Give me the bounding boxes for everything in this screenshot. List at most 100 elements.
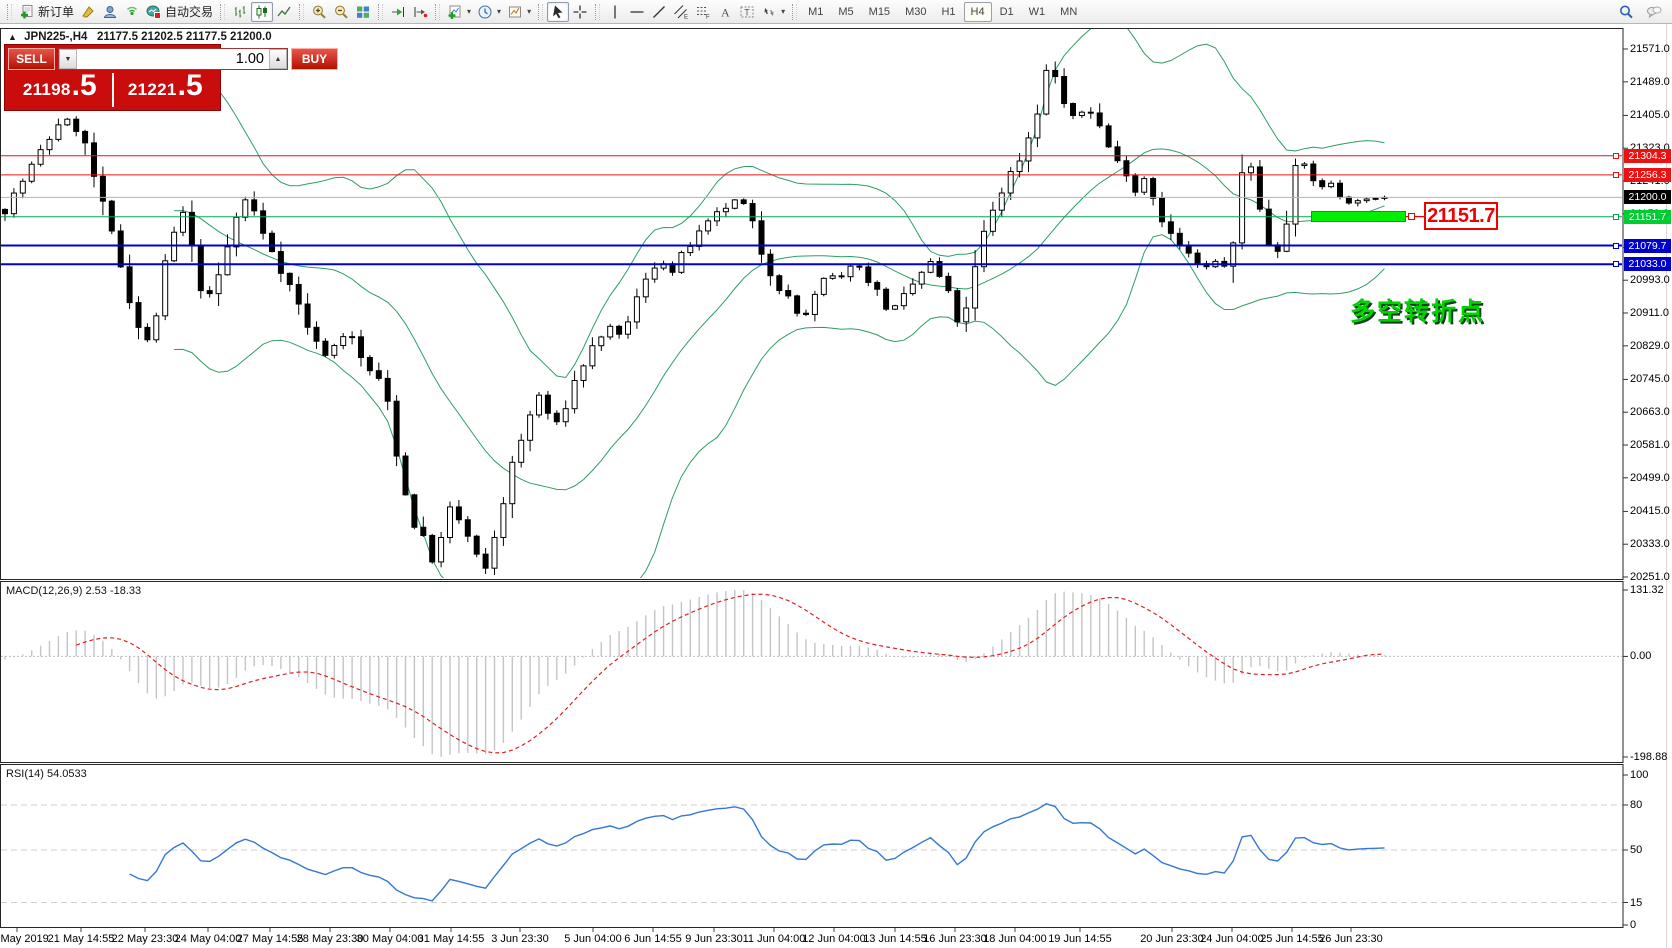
search-icon bbox=[1618, 4, 1634, 20]
zoom-in-icon bbox=[311, 4, 327, 20]
indicators-caret: ▾ bbox=[467, 7, 472, 16]
macd-axis-label: 131.32 bbox=[1630, 584, 1664, 596]
equidistant-channel-tool-button[interactable]: E bbox=[670, 2, 692, 22]
rsi-axis-label: 80 bbox=[1630, 799, 1643, 811]
level-connector-square bbox=[1613, 213, 1619, 220]
chart-shift-icon bbox=[412, 4, 428, 20]
template-icon bbox=[507, 4, 523, 20]
svg-text:F: F bbox=[706, 14, 710, 20]
cursor-icon bbox=[550, 4, 566, 20]
timeframe-button-m30[interactable]: M30 bbox=[898, 2, 933, 22]
volume-decrease-button[interactable]: ▼ bbox=[59, 49, 77, 69]
tile-windows-button[interactable] bbox=[352, 2, 374, 22]
price-level-label: 21033.0 bbox=[1624, 257, 1671, 272]
sell-price-fraction: .5 bbox=[71, 69, 97, 102]
zoom-in-button[interactable] bbox=[308, 2, 330, 22]
new-order-label: 新订单 bbox=[38, 5, 75, 19]
price-tick-label: 20663.0 bbox=[1630, 406, 1670, 419]
fibonacci-tool-button[interactable]: F bbox=[692, 2, 714, 22]
volume-increase-button[interactable]: ▲ bbox=[269, 49, 287, 69]
indicators-button[interactable]: ▾ bbox=[444, 2, 474, 22]
symbol-period-label: JPN225-,H4 bbox=[24, 31, 88, 43]
price-tick-label: 20829.0 bbox=[1630, 339, 1670, 352]
level-flag-box[interactable]: 21151.7 bbox=[1424, 202, 1498, 230]
buy-price-main: 21221 bbox=[127, 80, 177, 99]
line-chart-mode-button[interactable] bbox=[273, 2, 295, 22]
volume-input[interactable] bbox=[77, 49, 269, 69]
signal-button[interactable] bbox=[121, 2, 143, 22]
text-tool-button[interactable]: A bbox=[714, 2, 736, 22]
timeframe-button-h1[interactable]: H1 bbox=[934, 2, 962, 22]
periods-caret: ▾ bbox=[497, 7, 502, 16]
timeframe-button-mn[interactable]: MN bbox=[1053, 2, 1084, 22]
new-order-button[interactable]: 新订单 bbox=[16, 2, 77, 22]
toolbar-grip bbox=[220, 3, 226, 20]
toolbar-grip bbox=[595, 3, 601, 20]
profile-icon bbox=[102, 4, 118, 20]
trendline-tool-button[interactable] bbox=[648, 2, 670, 22]
timeframe-button-m5[interactable]: M5 bbox=[831, 2, 860, 22]
price-level-label: 21304.3 bbox=[1624, 148, 1671, 163]
periods-button[interactable]: ▾ bbox=[474, 2, 504, 22]
time-tick-label: 22 May 23:30 bbox=[111, 933, 179, 945]
tile-windows-icon bbox=[355, 4, 371, 20]
time-tick-label: 28 May 23:30 bbox=[296, 933, 364, 945]
zoom-out-button[interactable] bbox=[330, 2, 352, 22]
level-connector-square bbox=[1613, 152, 1619, 159]
turning-point-note[interactable]: 多空转折点 bbox=[1350, 298, 1486, 326]
time-tick-label: 25 Jun 14:55 bbox=[1260, 933, 1324, 945]
arrows-tool-button[interactable]: ▾ bbox=[758, 2, 788, 22]
horizontal-line-icon bbox=[629, 4, 645, 20]
collapse-panel-arrow[interactable]: ▲ bbox=[8, 32, 17, 42]
price-tick-label: 21405.0 bbox=[1630, 109, 1670, 122]
bar-chart-mode-button[interactable] bbox=[229, 2, 251, 22]
crosshair-tool-button[interactable] bbox=[569, 2, 591, 22]
toolbar-grip bbox=[299, 3, 305, 20]
macd-label: MACD(12,26,9) 2.53 -18.33 bbox=[6, 585, 142, 597]
timeframe-button-m1[interactable]: M1 bbox=[801, 2, 830, 22]
chat-button[interactable] bbox=[1643, 2, 1665, 22]
sell-price[interactable]: 21198 .5 bbox=[8, 69, 114, 107]
macd-axis-label: -198.88 bbox=[1630, 751, 1668, 763]
timeframe-button-h4[interactable]: H4 bbox=[963, 1, 992, 22]
candlestick-mode-button[interactable] bbox=[251, 1, 274, 22]
indicators-add-icon bbox=[447, 4, 463, 20]
toolbar-grip bbox=[7, 3, 12, 20]
toolbar-grip bbox=[792, 3, 798, 20]
templates-button[interactable]: ▾ bbox=[504, 2, 534, 22]
autotrading-button[interactable]: 自动交易 bbox=[143, 2, 216, 22]
community-profile-button[interactable] bbox=[99, 2, 121, 22]
bar-chart-icon bbox=[232, 4, 248, 20]
auto-scroll-button[interactable] bbox=[387, 2, 409, 22]
search-button[interactable] bbox=[1615, 2, 1637, 22]
timeframe-button-w1[interactable]: W1 bbox=[1022, 2, 1053, 22]
price-level-label: 21200.0 bbox=[1624, 190, 1671, 205]
horizontal-line-tool-button[interactable] bbox=[626, 2, 648, 22]
level-connector-square bbox=[1613, 242, 1619, 249]
level-flag-connector-line bbox=[1406, 216, 1424, 217]
time-tick-label: 20 Jun 23:30 bbox=[1140, 933, 1204, 945]
zoom-out-icon bbox=[333, 4, 349, 20]
toolbar-grip bbox=[378, 3, 384, 20]
price-tick-label: 21571.0 bbox=[1630, 43, 1670, 55]
buy-price[interactable]: 21221 .5 bbox=[114, 71, 218, 107]
price-tick-label: 20993.0 bbox=[1630, 274, 1670, 287]
timeframe-button-m15[interactable]: M15 bbox=[862, 2, 897, 22]
text-label-tool-button[interactable]: T bbox=[736, 2, 758, 22]
timeframe-button-d1[interactable]: D1 bbox=[993, 2, 1021, 22]
vertical-line-tool-button[interactable] bbox=[604, 2, 626, 22]
level-highlight-bar[interactable] bbox=[1311, 211, 1406, 222]
chart-shift-button[interactable] bbox=[409, 2, 431, 22]
sell-button[interactable]: SELL bbox=[8, 48, 55, 70]
fibonacci-icon: F bbox=[695, 4, 711, 20]
autotrading-icon bbox=[146, 4, 162, 20]
price-tick-label: 20499.0 bbox=[1630, 471, 1670, 484]
rsi-axis-label: 15 bbox=[1630, 896, 1643, 909]
cursor-tool-button[interactable] bbox=[547, 1, 570, 22]
rsi-axis-label: 100 bbox=[1630, 769, 1649, 781]
buy-button[interactable]: BUY bbox=[291, 48, 338, 70]
highlight-symbol-button[interactable] bbox=[77, 2, 99, 22]
volume-spinner: ▼ ▲ bbox=[58, 48, 288, 70]
time-tick-label: 30 May 04:00 bbox=[356, 933, 424, 945]
